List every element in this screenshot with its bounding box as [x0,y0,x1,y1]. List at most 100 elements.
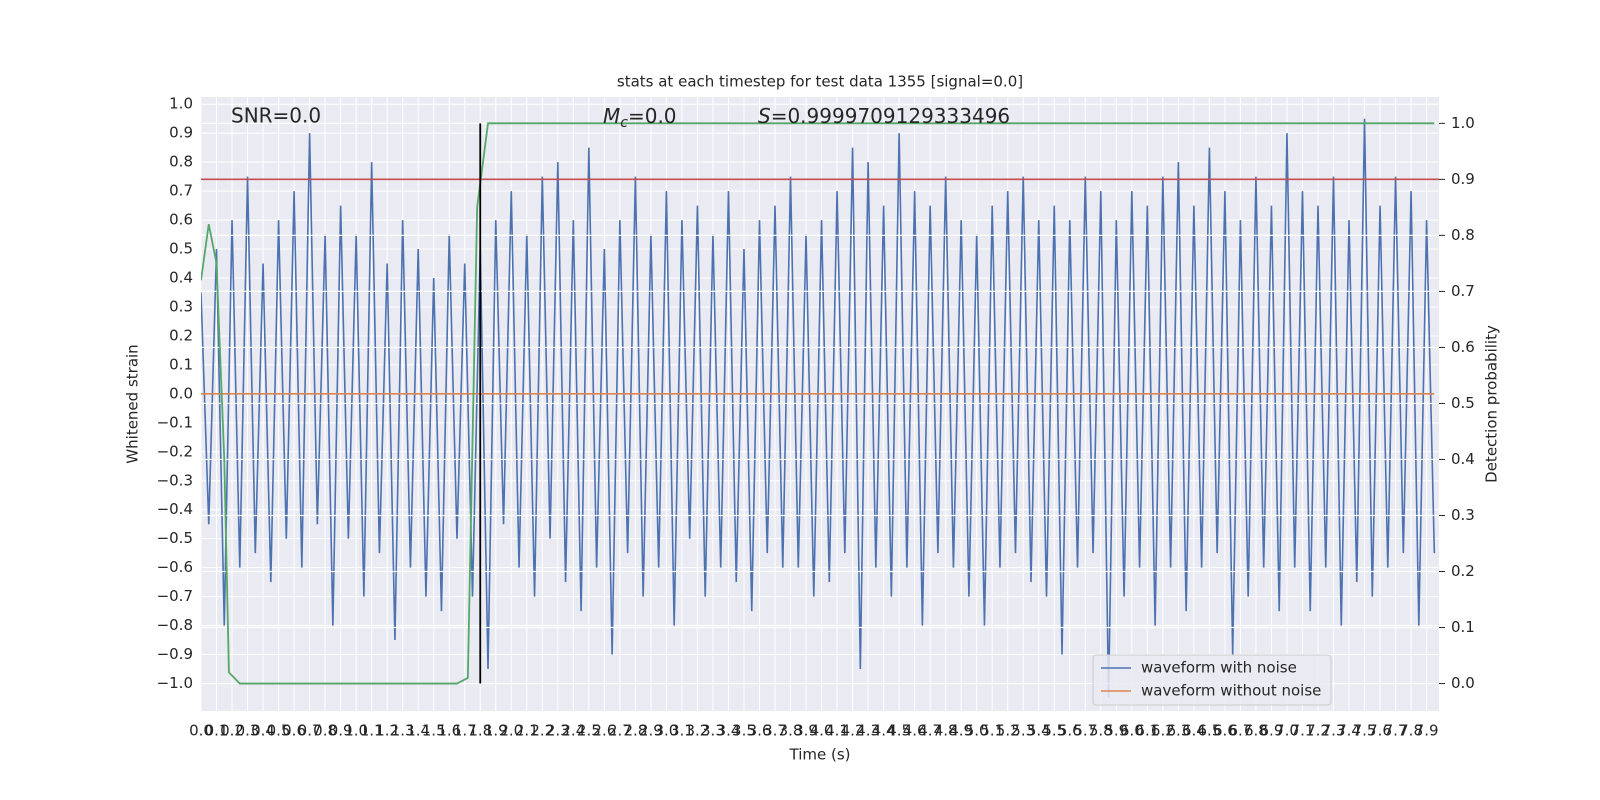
x-tick-label: 6.8 [1244,722,1268,740]
legend-label: waveform without noise [1141,682,1321,700]
x-tick-label: 5.0 [965,722,989,740]
y-tick-label: 1.0 [169,95,193,113]
y2-tick-label: 0.1 [1451,618,1475,636]
y-tick-label: −0.4 [157,500,193,518]
x-tick-label: 0.7 [298,722,322,740]
x-tick-label: 5.8 [1089,722,1113,740]
x-tick-label: 3.5 [732,722,756,740]
legend-box [1092,654,1332,706]
y2-tick-label: 0.6 [1451,338,1475,356]
x-tick-label: 7.5 [1353,722,1377,740]
x-tick-label: 6.9 [1260,722,1284,740]
y-tick-label: 0.5 [169,240,193,258]
marks-layer [201,118,1439,698]
x-tick-label: 6.7 [1228,722,1252,740]
x-tick-label: 2.2 [530,722,554,740]
x-tick-label: 3.2 [686,722,710,740]
x-tick-label: 0.4 [251,722,275,740]
x-tick-label: 2.3 [546,722,570,740]
x-tick-label: 7.8 [1399,722,1423,740]
x-tick-label: 7.4 [1337,722,1361,740]
x-tick-label: 6.2 [1151,722,1175,740]
y-tick-label: 0.9 [169,124,193,142]
x-tick-label: 0.1 [205,722,229,740]
x-tick-label: 5.7 [1073,722,1097,740]
x-tick-label: 2.9 [639,722,663,740]
x-tick-label: 5.9 [1104,722,1128,740]
y2-tick-label: 0.0 [1451,674,1475,692]
x-tick-label: 5.4 [1027,722,1051,740]
x-tick-label: 0.9 [329,722,353,740]
y-tick-label: −0.6 [157,558,193,576]
x-tick-label: 4.3 [856,722,880,740]
s-text: =0.9999709129333496 [771,104,1010,128]
x-tick-label: 4.7 [918,722,942,740]
y-tick-label: 0.4 [169,269,193,287]
snr-annotation: SNR=0.0 [231,104,321,128]
y-tick-label: 0.0 [169,384,193,402]
y2-tick-label: 0.5 [1451,394,1475,412]
y2-tick-label: 0.9 [1451,170,1475,188]
s-annotation: S=0.9999709129333496 [758,104,1010,128]
x-tick-label: 4.9 [949,722,973,740]
y-tick-label: −0.5 [157,529,193,547]
y-tick-label: −1.0 [157,674,193,692]
y-tick-label: 0.2 [169,326,193,344]
y-tick-label: −0.3 [157,471,193,489]
x-tick-label: 4.0 [810,722,834,740]
x-tick-label: 1.0 [344,722,368,740]
y-tick-label: 0.1 [169,355,193,373]
mc-symbol: M [603,104,620,128]
x-tick-label: 4.6 [903,722,927,740]
y-tick-label: 0.6 [169,211,193,229]
x-tick-label: 0.6 [282,722,306,740]
x-tick-label: 1.1 [360,722,384,740]
y2-tick-label: 1.0 [1451,114,1475,132]
y-tick-label: −0.7 [157,587,193,605]
x-tick-label: 7.3 [1322,722,1346,740]
x-tick-label: 3.9 [794,722,818,740]
x-tick-label: 2.7 [608,722,632,740]
x-tick-label: 2.8 [623,722,647,740]
x-tick-label: 1.4 [406,722,430,740]
x-tick-label: 1.3 [391,722,415,740]
y2-tick-label: 0.3 [1451,506,1475,524]
y-tick-label: −0.1 [157,413,193,431]
x-tick-label: 2.5 [577,722,601,740]
y-tick-label: 0.7 [169,182,193,200]
x-tick-label: 7.1 [1291,722,1315,740]
axis-layer: 0.00.10.20.30.40.50.60.70.80.91.01.11.21… [157,95,1475,740]
x-axis-label: Time (s) [789,746,851,764]
x-tick-label: 2.6 [592,722,616,740]
x-tick-label: 6.4 [1182,722,1206,740]
y-tick-label: 0.3 [169,297,193,315]
y2-tick-label: 0.8 [1451,226,1475,244]
x-tick-label: 3.7 [763,722,787,740]
y2-tick-label: 0.2 [1451,562,1475,580]
x-tick-label: 0.3 [236,722,260,740]
y2-tick-label: 0.4 [1451,450,1475,468]
x-tick-label: 4.4 [872,722,896,740]
x-tick-label: 4.5 [887,722,911,740]
x-tick-label: 5.2 [996,722,1020,740]
x-tick-label: 3.1 [670,722,694,740]
x-tick-label: 2.4 [561,722,585,740]
x-tick-label: 7.6 [1368,722,1392,740]
x-tick-label: 6.3 [1166,722,1190,740]
legend: waveform with noise waveform without nois… [1092,654,1332,706]
x-tick-label: 3.3 [701,722,725,740]
y-tick-label: 0.8 [169,153,193,171]
x-tick-label: 0.8 [313,722,337,740]
x-tick-label: 2.0 [499,722,523,740]
y-tick-label: −0.8 [157,616,193,634]
x-tick-label: 5.3 [1011,722,1035,740]
x-tick-label: 7.0 [1275,722,1299,740]
s-symbol: S [758,104,771,128]
mc-subscript: c [620,115,628,131]
x-tick-label: 6.5 [1197,722,1221,740]
x-tick-label: 3.0 [654,722,678,740]
x-tick-label: 5.6 [1058,722,1082,740]
x-tick-label: 0.2 [220,722,244,740]
y2-tick-label: 0.7 [1451,282,1475,300]
x-tick-label: 1.9 [484,722,508,740]
